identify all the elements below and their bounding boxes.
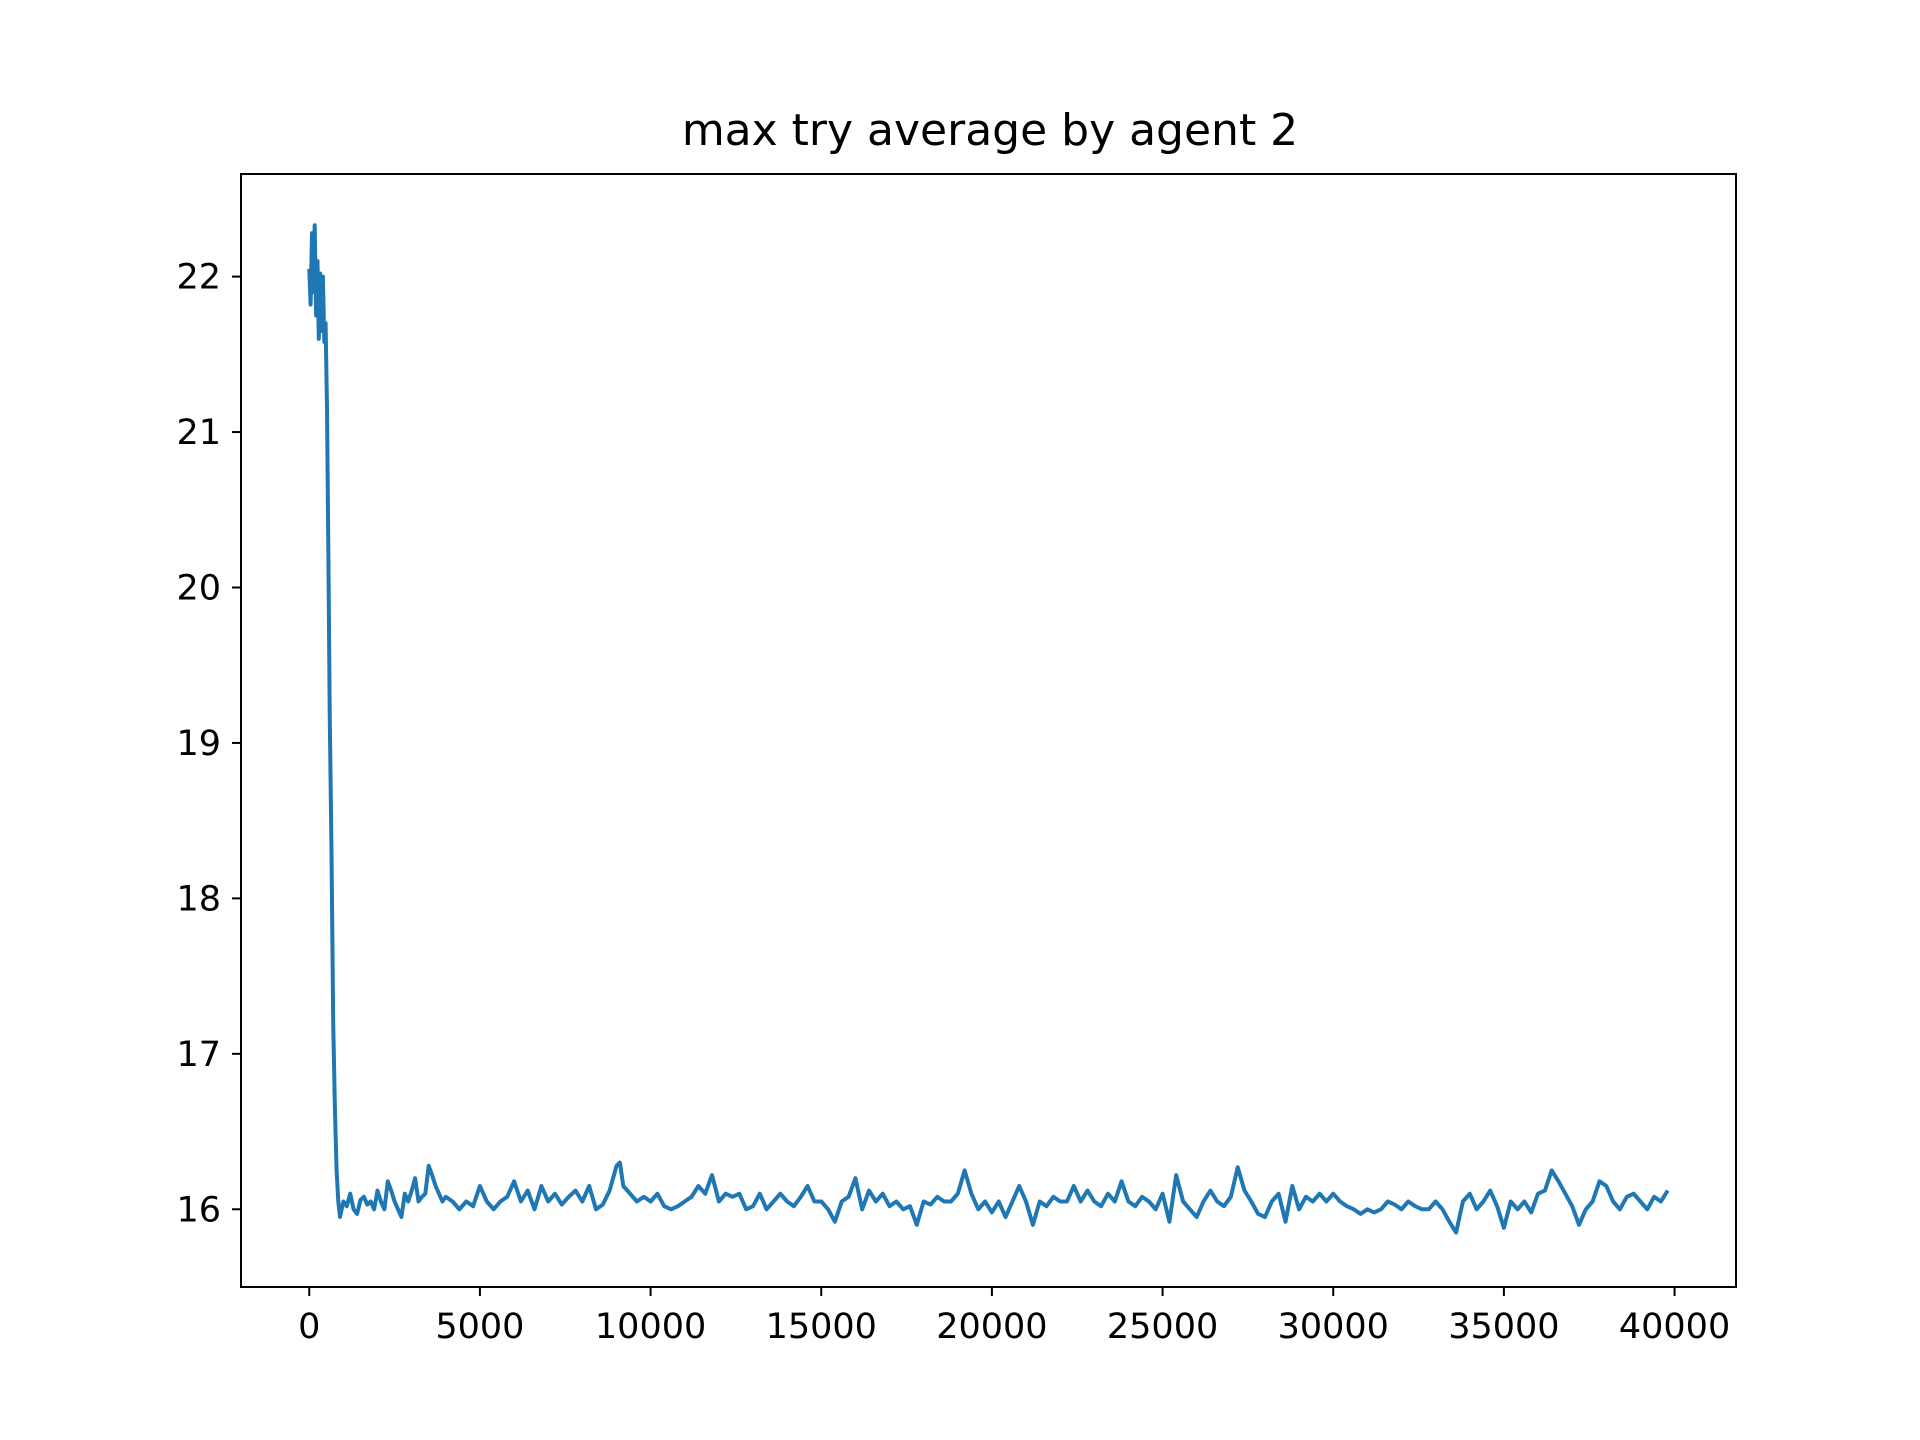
x-tick-label: 10000 xyxy=(595,1307,706,1347)
y-tick-label: 18 xyxy=(176,879,221,919)
y-tick-label: 20 xyxy=(176,568,221,608)
y-tick-label: 22 xyxy=(176,258,221,298)
x-tick-label: 0 xyxy=(298,1307,320,1347)
y-axis: 16 17 18 19 20 21 22 xyxy=(176,258,241,1230)
y-tick-label: 19 xyxy=(176,724,221,764)
x-tick-label: 30000 xyxy=(1278,1307,1389,1347)
y-tick-label: 17 xyxy=(176,1035,221,1075)
plot-line-layer xyxy=(307,223,1670,1235)
x-tick-label: 20000 xyxy=(936,1307,1047,1347)
x-axis: 0 5000 10000 15000 20000 25000 30000 35000 40000 xyxy=(298,1287,1730,1347)
x-tick-label: 40000 xyxy=(1619,1307,1730,1347)
x-tick-label: 5000 xyxy=(435,1307,524,1347)
y-tick-label: 16 xyxy=(176,1190,221,1230)
y-tick-label: 21 xyxy=(176,413,221,453)
axes-frame xyxy=(240,173,1737,1288)
x-tick-label: 15000 xyxy=(766,1307,877,1347)
x-tick-label: 35000 xyxy=(1448,1307,1559,1347)
x-tick-label: 25000 xyxy=(1107,1307,1218,1347)
series-line-0 xyxy=(307,223,1670,1235)
chart-title: max try average by agent 2 xyxy=(682,105,1298,156)
